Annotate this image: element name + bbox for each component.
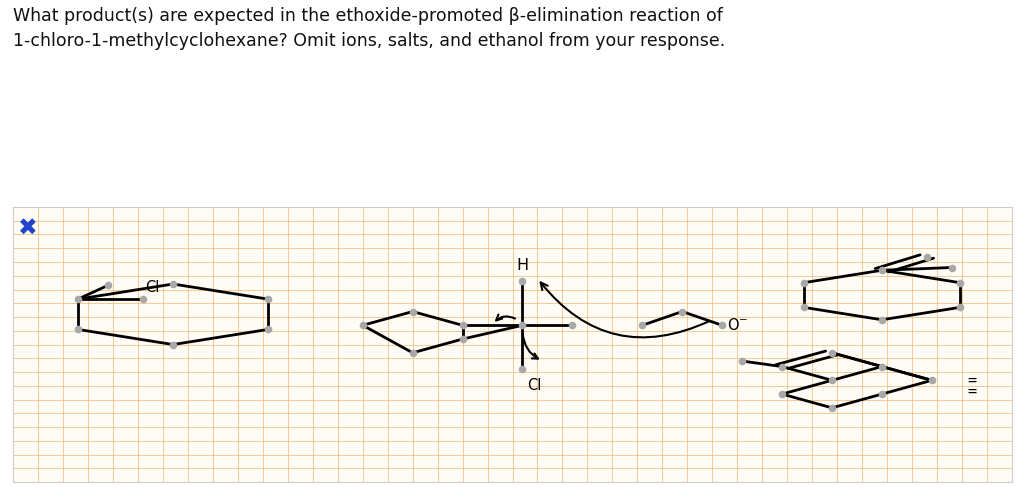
Text: Cl: Cl xyxy=(144,280,159,295)
Text: O$^{-}$: O$^{-}$ xyxy=(727,318,749,333)
Text: Cl: Cl xyxy=(527,377,542,393)
Text: H: H xyxy=(516,258,528,273)
FancyArrowPatch shape xyxy=(497,315,515,320)
Text: ✖: ✖ xyxy=(18,217,38,241)
FancyArrowPatch shape xyxy=(522,334,538,358)
FancyArrowPatch shape xyxy=(541,282,710,337)
Text: What product(s) are expected in the ethoxide-promoted β-elimination reaction of
: What product(s) are expected in the etho… xyxy=(13,7,726,50)
Text: =
=: = = xyxy=(968,373,976,399)
